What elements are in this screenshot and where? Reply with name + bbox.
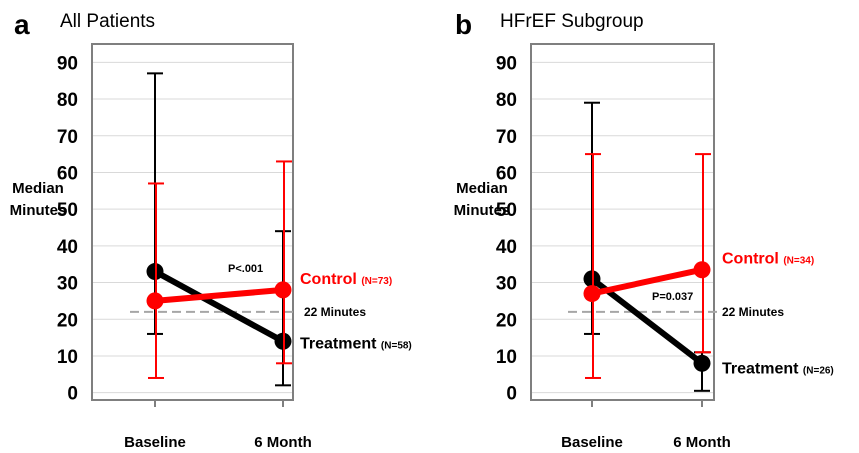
series-labels: Treatment (N=26) Control (N=34): [722, 251, 834, 378]
x-category-label: 6 Month: [673, 434, 731, 451]
y-tick-label: 10: [496, 347, 517, 368]
series-n: (N=58): [381, 340, 412, 351]
series: [583, 101, 711, 392]
series-n: (N=26): [803, 365, 834, 376]
y-ticks: 0 10 20 30 40 50 60 70 80 90: [496, 53, 517, 404]
series: [146, 72, 292, 387]
series-line: [589, 275, 705, 367]
y-tick-label: 90: [496, 53, 517, 74]
x-category-label: 6 Month: [254, 434, 312, 451]
panel-title: All Patients: [60, 11, 155, 32]
x-category-label: Baseline: [561, 434, 623, 451]
series-label-treatment: Treatment (N=58): [300, 335, 412, 352]
p-value-annotation: P=0.037: [652, 291, 693, 303]
x-categories: Baseline 6 Month: [124, 400, 312, 451]
series-name: Control: [722, 251, 783, 268]
series-label-treatment: Treatment (N=26): [722, 360, 834, 377]
panel-title: HFrEF Subgroup: [500, 11, 644, 32]
y-tick-label: 50: [496, 200, 517, 221]
reference-line: 22 Minutes P=0.037: [568, 291, 784, 319]
plot-frame: [91, 43, 294, 401]
y-tick-label: 50: [57, 200, 78, 221]
x-category-label: Baseline: [124, 434, 186, 451]
y-tick-label: 80: [57, 90, 78, 111]
series-label-control: Control (N=73): [300, 271, 392, 288]
y-tick-label: 40: [57, 237, 78, 258]
panel-a: a All Patients Median Minutes 0 10 20 30 40 5…: [10, 9, 412, 451]
y-axis-label-line-2: Minutes: [454, 202, 511, 219]
data-point: [583, 285, 601, 303]
y-tick-label: 80: [496, 90, 517, 111]
y-tick-label: 30: [496, 274, 517, 295]
series-label-control: Control (N=34): [722, 251, 814, 268]
plot-frame-rect: [91, 43, 294, 401]
y-tick-label: 60: [57, 163, 78, 184]
reference-line-label: 22 Minutes: [304, 305, 366, 319]
y-tick-label: 60: [496, 163, 517, 184]
x-categories: Baseline 6 Month: [561, 400, 731, 451]
data-point: [274, 281, 292, 299]
y-tick-label: 70: [496, 127, 517, 148]
y-tick-label: 20: [496, 310, 517, 331]
series-control: [583, 153, 711, 379]
series-labels: Treatment (N=58) Control (N=73): [300, 271, 412, 352]
reference-line: 22 Minutes P<.001: [130, 263, 366, 319]
series-treatment: [583, 101, 711, 392]
plot-frame-rect: [530, 43, 715, 401]
y-tick-label: 20: [57, 310, 78, 331]
series-line: [152, 286, 286, 304]
y-tick-label: 40: [496, 237, 517, 258]
y-axis-label-line-1: Median: [12, 180, 64, 197]
series-treatment: [146, 72, 292, 387]
series-n: (N=73): [361, 276, 392, 287]
series-name: Treatment: [722, 360, 803, 377]
gridlines: [92, 61, 293, 394]
series-n: (N=34): [783, 256, 814, 267]
panel-letter: b: [455, 9, 472, 40]
y-tick-label: 10: [57, 347, 78, 368]
y-tick-label: 70: [57, 127, 78, 148]
p-value-annotation: P<.001: [228, 263, 263, 275]
data-point: [693, 354, 711, 372]
data-point: [693, 261, 711, 279]
series-control: [146, 160, 292, 379]
gridlines: [531, 61, 714, 394]
plot-frame: [530, 43, 715, 401]
reference-line-label: 22 Minutes: [722, 305, 784, 319]
series-line: [589, 266, 705, 297]
y-ticks: 0 10 20 30 40 50 60 70 80 90: [57, 53, 78, 404]
y-axis-label-line-2: Minutes: [10, 202, 67, 219]
series-line: [152, 268, 286, 345]
panel-letter: a: [14, 9, 30, 40]
y-tick-label: 30: [57, 274, 78, 295]
data-point: [146, 292, 164, 310]
y-tick-label: 0: [506, 384, 517, 405]
series-name: Treatment: [300, 335, 381, 352]
y-axis-label-line-1: Median: [456, 180, 508, 197]
y-tick-label: 0: [67, 384, 78, 405]
y-tick-label: 90: [57, 53, 78, 74]
panel-b: b HFrEF Subgroup Median Minutes 0 10 20 30 4…: [454, 9, 834, 451]
series-name: Control: [300, 271, 361, 288]
